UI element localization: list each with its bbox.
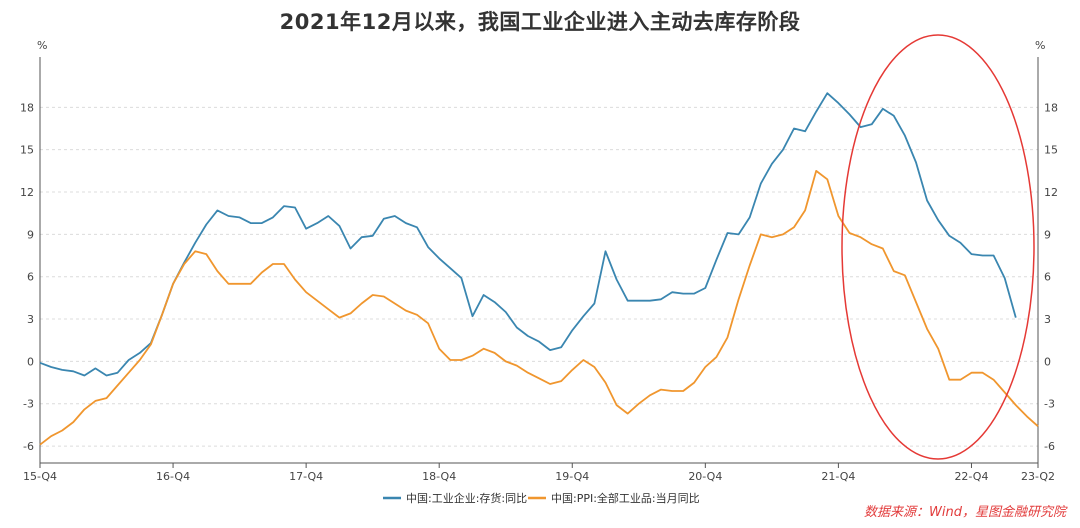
x-tick-label: 21-Q4	[821, 470, 855, 483]
x-tick-label: 16-Q4	[156, 470, 190, 483]
y-tick-label-right: 6	[1044, 271, 1051, 284]
y-tick-label-right: 3	[1044, 313, 1051, 326]
series-line-2	[39, 169, 1039, 446]
y-tick-label-left: 15	[20, 144, 34, 157]
x-tick-label: 15-Q4	[23, 470, 57, 483]
y-tick-label-left: -3	[23, 398, 34, 411]
y-tick-label-left: 9	[27, 228, 34, 241]
tick-labels: -6 -6 -3 -3 0 0 3 3 6 6 9 9 12 12 15 15 18 18 15-Q4 16-Q4 17…	[20, 101, 1058, 483]
y-tick-label-left: 12	[20, 186, 34, 199]
y-tick-label-right: 12	[1044, 186, 1058, 199]
series-lines	[39, 92, 1039, 446]
y-axis-unit-right: %	[1035, 39, 1045, 52]
y-tick-label-right: -3	[1044, 398, 1055, 411]
x-tick-label: 17-Q4	[289, 470, 323, 483]
legend-label: 中国:工业企业:存货:同比	[406, 491, 527, 505]
legend-label: 中国:PPI:全部工业品:当月同比	[551, 491, 700, 505]
y-tick-label-right: 9	[1044, 228, 1051, 241]
x-tick-label: 23-Q2	[1021, 470, 1055, 483]
x-tick-label: 19-Q4	[555, 470, 589, 483]
y-tick-label-left: 0	[27, 355, 34, 368]
grid-lines	[40, 106, 1038, 447]
y-tick-label-left: 3	[27, 313, 34, 326]
legend: 中国:工业企业:存货:同比 中国:PPI:全部工业品:当月同比	[383, 491, 700, 505]
y-tick-label-right: 0	[1044, 355, 1051, 368]
x-tick-label: 20-Q4	[688, 470, 722, 483]
highlight-ellipse	[841, 34, 1035, 460]
x-tick-label: 22-Q4	[954, 470, 988, 483]
axes	[39, 57, 1039, 468]
y-tick-label-right: -6	[1044, 440, 1055, 453]
chart-title: 2021年12月以来，我国工业企业进入主动去库存阶段	[279, 10, 801, 34]
y-tick-label-right: 15	[1044, 144, 1058, 157]
y-tick-label-left: 18	[20, 101, 34, 114]
x-tick-label: 18-Q4	[422, 470, 456, 483]
y-tick-label-left: -6	[23, 440, 34, 453]
y-tick-label-left: 6	[27, 271, 34, 284]
series-line-1	[39, 92, 1017, 377]
source-note: 数据来源：Wind，星图金融研究院	[864, 505, 1066, 520]
y-tick-label-right: 18	[1044, 101, 1058, 114]
y-axis-unit-left: %	[37, 39, 47, 52]
